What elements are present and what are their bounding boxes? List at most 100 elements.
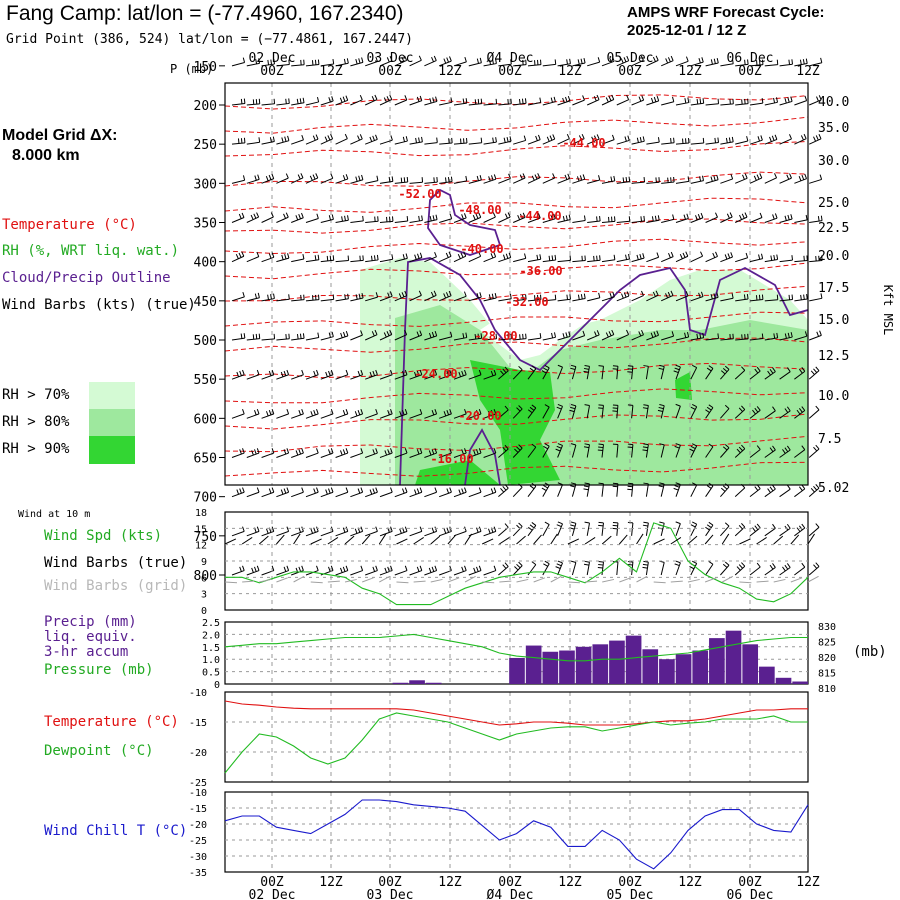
wind10m-barb-true: [413, 537, 424, 545]
barb-flag: [744, 173, 748, 179]
xs-wind-barb: [305, 448, 319, 458]
barb-shaft: [705, 485, 714, 497]
barb-flag: [519, 334, 521, 340]
xs-wind-barb: [616, 135, 630, 145]
xs-wind-barb: [231, 98, 246, 106]
barb-flag: [331, 214, 334, 220]
barb-flag: [656, 252, 660, 258]
barb-shaft: [231, 530, 245, 537]
barb-flag: [724, 561, 730, 566]
xs-wind-barb: [779, 255, 794, 263]
xs-wind-barb: [597, 561, 604, 576]
label-precip: Precip (mm): [44, 614, 137, 630]
barb-flag: [537, 173, 541, 179]
barb-flag: [302, 97, 305, 103]
barb-flag: [593, 135, 597, 141]
barb-shaft: [246, 452, 260, 458]
barb-flag: [419, 330, 423, 336]
barb-shaft: [320, 530, 334, 537]
wind10m-barb-true: [636, 533, 644, 545]
xs-wind-barb: [658, 364, 665, 380]
barb-shaft: [705, 368, 714, 380]
barb-shaft: [646, 100, 659, 106]
barb-flag: [598, 365, 604, 367]
barb-flag: [597, 57, 601, 63]
barb-flag: [535, 135, 538, 141]
wind-10m-caption: Wind at 10 m: [18, 509, 91, 520]
barb-flag: [346, 58, 349, 64]
barb-flag: [493, 526, 497, 532]
barb-shaft: [365, 413, 378, 419]
barb-flag: [258, 58, 261, 64]
barb-flag: [689, 566, 695, 570]
barb-flag: [345, 487, 349, 493]
barb-shaft: [513, 338, 527, 341]
barb-flag: [268, 488, 272, 494]
barb-shaft: [335, 260, 349, 263]
xs-wind-barb: [601, 175, 616, 184]
barb-flag: [546, 136, 550, 142]
xs-wind-barb: [527, 561, 537, 576]
xs-wind-barb: [320, 487, 334, 498]
xs-wind-barb: [498, 59, 512, 67]
barb-shaft: [246, 491, 260, 498]
top-date-label: 06 Dec: [727, 51, 774, 66]
wind10m-barb-true: [344, 535, 355, 545]
barb-flag: [242, 526, 245, 532]
wind10m-barb-true: [807, 533, 815, 545]
barb-shaft: [231, 491, 245, 498]
barb-flag: [283, 370, 287, 376]
barb-shaft: [690, 337, 704, 341]
barb-flag: [566, 294, 569, 300]
barb-shaft: [557, 100, 571, 106]
barb-flag: [450, 97, 453, 103]
barb-shaft: [631, 181, 645, 184]
barb-flag: [448, 251, 452, 257]
barb-shaft: [424, 374, 437, 380]
barb-flag: [488, 528, 491, 534]
barb-flag: [790, 214, 793, 220]
xs-pressure-tick: 650: [194, 452, 217, 467]
barb-flag: [518, 522, 523, 527]
isotherm-label: -52.00: [398, 187, 441, 201]
xs-wind-barb: [468, 448, 482, 458]
barb-shaft: [468, 142, 482, 145]
xs-wind-barb: [779, 406, 791, 419]
xs-wind-barb: [276, 409, 290, 419]
legend-rh70-swatch: [89, 382, 135, 409]
barb-flag: [791, 59, 793, 65]
barb-flag: [431, 57, 435, 62]
xs-wind-barb: [350, 409, 364, 419]
barb-shaft: [586, 444, 590, 458]
barb-shaft: [424, 100, 438, 106]
barb-flag: [539, 97, 542, 103]
barb-flag: [242, 487, 245, 493]
barb-shaft: [631, 99, 644, 106]
barb-flag: [328, 97, 331, 103]
barb-shaft: [645, 444, 649, 458]
barb-shaft: [645, 562, 649, 576]
barb-flag: [476, 449, 479, 455]
barb-flag: [700, 212, 704, 218]
barb-shaft: [587, 220, 601, 223]
xs-wind-barb: [586, 94, 600, 106]
xs-wind-barb: [764, 445, 776, 458]
barb-flag: [757, 136, 760, 142]
barb-shaft: [734, 487, 746, 498]
barb-shaft: [261, 178, 274, 184]
barb-shaft: [394, 334, 407, 341]
barb-flag: [449, 487, 452, 493]
barb-flag: [643, 443, 649, 446]
xs-wind-barb: [394, 369, 408, 380]
barb-flag: [627, 404, 633, 406]
xs-wind-barb: [424, 526, 438, 537]
barb-flag: [313, 488, 316, 494]
xs-wind-barb: [779, 484, 791, 498]
barb-shaft: [291, 64, 305, 67]
xs-wind-barb: [424, 55, 437, 67]
barb-shaft: [616, 295, 630, 302]
bottom-time-tick: 12Z: [796, 875, 820, 890]
xs-wind-barb: [276, 212, 289, 223]
isotherm-8: [224, 285, 809, 302]
xs-wind-barb: [720, 174, 734, 184]
